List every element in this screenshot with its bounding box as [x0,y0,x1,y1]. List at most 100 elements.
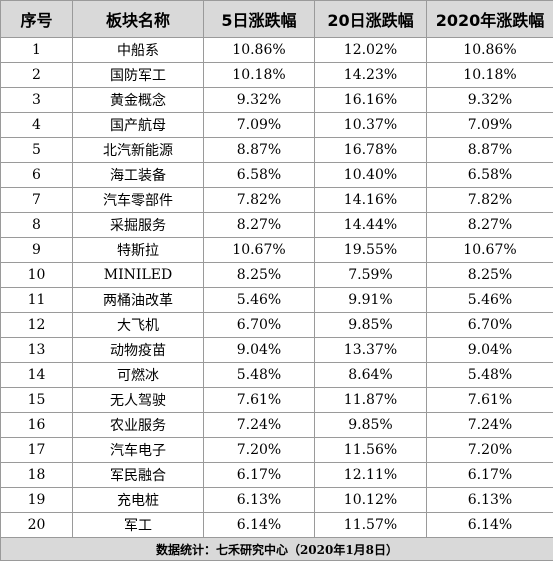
change-2020-cell: 10.86% [426,37,553,63]
change-5day-cell: 6.70% [203,312,315,338]
change-2020-cell: 9.04% [426,337,553,363]
change-20day-cell: 10.40% [314,162,427,188]
change-2020-cell: 10.18% [426,62,553,88]
rank-cell: 14 [0,362,73,388]
change-20day-cell: 14.16% [314,187,427,213]
change-5day-cell: 8.87% [203,137,315,163]
change-2020-cell: 6.13% [426,487,553,513]
rank-cell: 6 [0,162,73,188]
change-2020-cell: 7.09% [426,112,553,138]
sector-name-cell: 大飞机 [72,312,204,338]
table-row: 12 大飞机 6.70% 9.85% 6.70% [0,312,553,338]
rank-cell: 2 [0,62,73,88]
change-20day-cell: 14.23% [314,62,427,88]
rank-cell: 9 [0,237,73,263]
change-5day-cell: 8.25% [203,262,315,288]
change-5day-cell: 7.24% [203,412,315,438]
change-20day-cell: 11.56% [314,437,427,463]
rank-cell: 5 [0,137,73,163]
table-row: 14 可燃冰 5.48% 8.64% 5.48% [0,362,553,388]
table-row: 8 采掘服务 8.27% 14.44% 8.27% [0,212,553,238]
table-row: 4 国产航母 7.09% 10.37% 7.09% [0,112,553,138]
change-2020-cell: 6.58% [426,162,553,188]
change-5day-cell: 6.13% [203,487,315,513]
sector-name-cell: 中船系 [72,37,204,63]
change-2020-cell: 5.48% [426,362,553,388]
sector-name-cell: 特斯拉 [72,237,204,263]
change-20day-cell: 14.44% [314,212,427,238]
sector-name-cell: 北汽新能源 [72,137,204,163]
rank-cell: 8 [0,212,73,238]
change-20day-cell: 16.78% [314,137,427,163]
table-row: 6 海工装备 6.58% 10.40% 6.58% [0,162,553,188]
rank-cell: 7 [0,187,73,213]
change-20day-cell: 12.02% [314,37,427,63]
rank-cell: 12 [0,312,73,338]
sector-name-cell: 黄金概念 [72,87,204,113]
change-5day-cell: 7.61% [203,387,315,413]
change-5day-cell: 7.82% [203,187,315,213]
change-5day-cell: 6.58% [203,162,315,188]
change-2020-cell: 6.17% [426,462,553,488]
table-footer: 数据统计：七禾研究中心（2020年1月8日） [0,537,553,561]
change-2020-cell: 8.87% [426,137,553,163]
sector-name-cell: 动物疫苗 [72,337,204,363]
change-20day-cell: 11.87% [314,387,427,413]
change-5day-cell: 9.32% [203,87,315,113]
table-row: 7 汽车零部件 7.82% 14.16% 7.82% [0,187,553,213]
header-row: 序号 板块名称 5日涨跌幅 20日涨跌幅 2020年涨跌幅 [0,0,553,38]
change-20day-cell: 10.37% [314,112,427,138]
change-5day-cell: 9.04% [203,337,315,363]
rank-cell: 4 [0,112,73,138]
sector-name-cell: 国防军工 [72,62,204,88]
change-5day-cell: 5.46% [203,287,315,313]
change-5day-cell: 8.27% [203,212,315,238]
table-row: 3 黄金概念 9.32% 16.16% 9.32% [0,87,553,113]
change-5day-cell: 10.18% [203,62,315,88]
rank-cell: 3 [0,87,73,113]
change-2020-cell: 8.27% [426,212,553,238]
sector-name-cell: 军工 [72,512,204,538]
sector-name-cell: 农业服务 [72,412,204,438]
change-2020-cell: 9.32% [426,87,553,113]
change-20day-cell: 11.57% [314,512,427,538]
rank-cell: 13 [0,337,73,363]
change-20day-cell: 19.55% [314,237,427,263]
footer-row: 数据统计：七禾研究中心（2020年1月8日） [0,537,553,561]
change-20day-cell: 8.64% [314,362,427,388]
rank-cell: 19 [0,487,73,513]
change-5day-cell: 6.14% [203,512,315,538]
table-body: 1 中船系 10.86% 12.02% 10.86% 2 国防军工 10.18% 14.23% 1… [0,37,553,538]
rank-cell: 1 [0,37,73,63]
change-2020-cell: 7.61% [426,387,553,413]
change-20day-cell: 13.37% [314,337,427,363]
table-row: 5 北汽新能源 8.87% 16.78% 8.87% [0,137,553,163]
sector-name-cell: 军民融合 [72,462,204,488]
table-row: 11 两桶油改革 5.46% 9.91% 5.46% [0,287,553,313]
header-5day-change: 5日涨跌幅 [203,0,315,38]
change-2020-cell: 7.24% [426,412,553,438]
table-row: 18 军民融合 6.17% 12.11% 6.17% [0,462,553,488]
change-5day-cell: 7.20% [203,437,315,463]
table-row: 9 特斯拉 10.67% 19.55% 10.67% [0,237,553,263]
table-row: 19 充电桩 6.13% 10.12% 6.13% [0,487,553,513]
rank-cell: 11 [0,287,73,313]
table-row: 1 中船系 10.86% 12.02% 10.86% [0,37,553,63]
table-row: 20 军工 6.14% 11.57% 6.14% [0,512,553,538]
sector-name-cell: 采掘服务 [72,212,204,238]
rank-cell: 16 [0,412,73,438]
change-2020-cell: 5.46% [426,287,553,313]
sector-name-cell: 两桶油改革 [72,287,204,313]
change-20day-cell: 9.85% [314,412,427,438]
table-row: 2 国防军工 10.18% 14.23% 10.18% [0,62,553,88]
change-5day-cell: 6.17% [203,462,315,488]
change-20day-cell: 16.16% [314,87,427,113]
sector-name-cell: 汽车电子 [72,437,204,463]
change-5day-cell: 5.48% [203,362,315,388]
sector-name-cell: 可燃冰 [72,362,204,388]
sector-name-cell: 国产航母 [72,112,204,138]
change-2020-cell: 8.25% [426,262,553,288]
rank-cell: 15 [0,387,73,413]
header-2020-change: 2020年涨跌幅 [426,0,553,38]
